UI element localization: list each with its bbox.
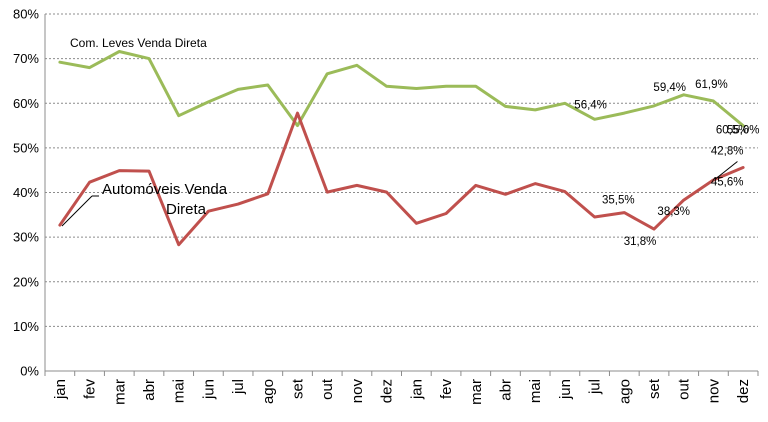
data-label: 38,3% <box>657 206 690 218</box>
x-tick-label: fev <box>82 379 99 400</box>
series-lines <box>58 50 745 247</box>
x-tick-label: dez <box>379 379 396 403</box>
data-label: 35,5% <box>602 195 635 207</box>
x-tick-label: mai <box>527 379 544 403</box>
y-tick-label: 20% <box>13 274 39 289</box>
x-tick-label: abr <box>141 379 158 401</box>
series-line-0 <box>58 50 745 128</box>
y-tick-label: 0% <box>20 364 39 379</box>
data-label: 31,8% <box>624 236 657 248</box>
y-tick-label: 40% <box>13 185 39 200</box>
y-tick-label: 60% <box>13 96 39 111</box>
series-label-automoveis-line1: Automóveis Venda <box>102 181 228 198</box>
x-tick-label: fev <box>438 379 455 400</box>
data-labels: 56,4% 59,4% 61,9% 60,5%55,0% 35,5% 31,8% 38,3%… <box>574 79 759 248</box>
x-tick-label: abr <box>497 379 514 401</box>
x-tick-label: jul <box>230 379 247 395</box>
leader-line-automoveis <box>61 195 93 227</box>
x-tick-label: jan <box>52 379 69 400</box>
y-tick-label: 30% <box>13 230 39 245</box>
data-label: 59,4% <box>653 82 686 94</box>
data-label: 42,8% <box>711 146 744 158</box>
x-tick-label: set <box>646 378 663 399</box>
series-label-com-leves: Com. Leves Venda Direta <box>70 36 207 50</box>
data-label: 55,0% <box>727 125 760 137</box>
x-tick-label: ago <box>260 379 277 404</box>
series-label-automoveis-line2: Direta <box>166 201 207 218</box>
x-tick-label: dez <box>735 379 752 403</box>
x-tick-label: jun <box>200 379 217 400</box>
y-tick-label: 50% <box>13 140 39 155</box>
data-label: 56,4% <box>574 99 607 111</box>
x-tick-label: jul <box>587 379 604 395</box>
gridlines <box>45 13 758 327</box>
x-tick-label: out <box>676 378 693 400</box>
x-tick-label: nov <box>349 379 366 404</box>
x-tick-label: mai <box>171 379 188 403</box>
data-label: 45,6% <box>711 177 744 189</box>
y-tick-label: 70% <box>13 51 39 66</box>
data-label: 60,5% <box>716 125 749 137</box>
series-line-1 <box>58 111 745 247</box>
x-tick-label: jun <box>557 379 574 400</box>
y-tick-label: 10% <box>13 319 39 334</box>
x-tick-label: mar <box>468 379 485 405</box>
x-tick-label: out <box>319 378 336 400</box>
x-tick-label: nov <box>705 379 722 404</box>
x-tick-label: jan <box>408 379 425 400</box>
leader-line-data-label <box>715 161 738 180</box>
x-tick-label: mar <box>111 379 128 405</box>
data-label: 61,9% <box>695 79 728 91</box>
x-tick-label: set <box>290 378 307 399</box>
x-axis: jan fev mar abr mai jun jul ago set out nov dez jan f… <box>44 370 759 405</box>
y-tick-label: 80% <box>13 7 39 22</box>
y-axis: 0% 10% 20% 30% 40% 50% 60% 70% 80% <box>13 7 46 379</box>
x-tick-label: ago <box>616 379 633 404</box>
